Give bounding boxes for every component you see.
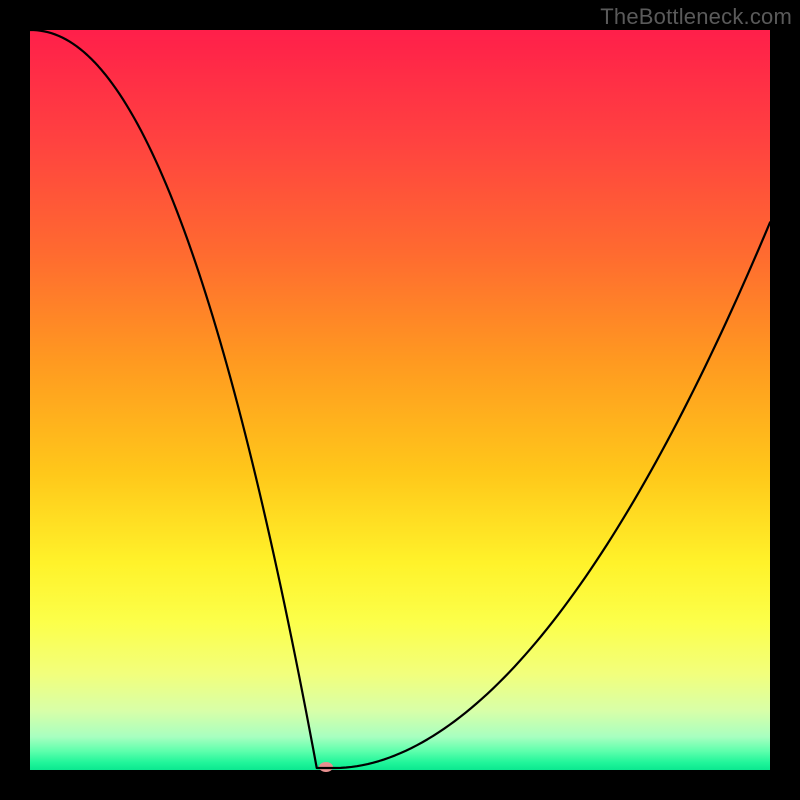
chart-container: TheBottleneck.com [0, 0, 800, 800]
bottleneck-curve-chart [0, 0, 800, 800]
plot-background-gradient [30, 30, 770, 770]
watermark-text: TheBottleneck.com [600, 4, 792, 30]
